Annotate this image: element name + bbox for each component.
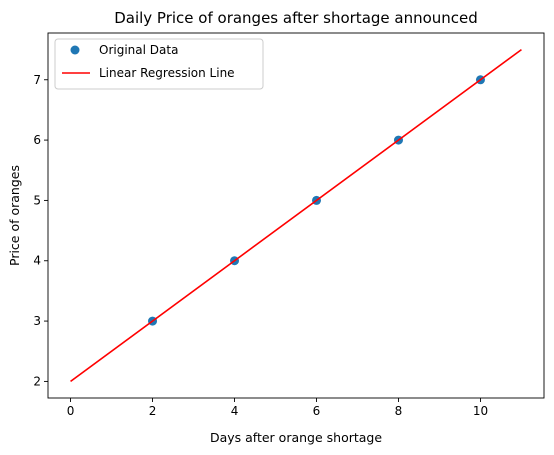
x-tick-label: 4 — [231, 404, 239, 418]
y-tick-label: 3 — [33, 314, 41, 328]
y-tick-label: 2 — [33, 374, 41, 388]
y-axis-label: Price of oranges — [7, 165, 22, 266]
x-tick-label: 10 — [473, 404, 488, 418]
x-tick-label: 0 — [67, 404, 75, 418]
x-tick-label: 2 — [149, 404, 157, 418]
y-tick-label: 6 — [33, 133, 41, 147]
y-tick-label: 4 — [33, 254, 41, 268]
chart-title: Daily Price of oranges after shortage an… — [114, 9, 478, 27]
legend-marker-original-data — [70, 45, 80, 55]
x-axis-ticks: 0 2 4 6 8 10 — [67, 398, 488, 418]
regression-line — [70, 48, 522, 383]
y-tick-label: 7 — [33, 73, 41, 87]
y-tick-label: 5 — [33, 193, 41, 207]
y-axis-ticks: 2 3 4 5 6 7 — [33, 73, 48, 388]
x-tick-label: 8 — [395, 404, 403, 418]
legend-box — [54, 38, 264, 90]
x-tick-label: 6 — [313, 404, 321, 418]
plot-series — [70, 48, 522, 383]
x-axis-label: Days after orange shortage — [210, 430, 382, 445]
legend-label-regression-line: Linear Regression Line — [99, 66, 235, 80]
plot-frame — [47, 32, 545, 399]
legend-label-original-data: Original Data — [99, 43, 178, 57]
legend: Original Data Linear Regression Line — [54, 38, 264, 90]
